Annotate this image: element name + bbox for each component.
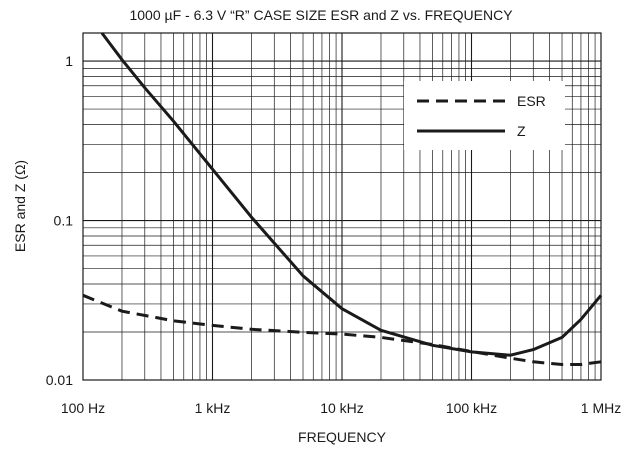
x-tick-label: 10 kHz <box>320 400 364 416</box>
x-tick-label: 100 Hz <box>61 400 105 416</box>
series-line-z <box>100 32 603 357</box>
legend-box <box>404 81 565 150</box>
y-tick-label: 0.1 <box>54 213 74 229</box>
y-axis-label: ESR and Z (Ω) <box>12 160 28 252</box>
x-tick-label: 1 kHz <box>195 400 231 416</box>
y-tick-label: 0.01 <box>46 372 73 388</box>
grid-lines <box>83 33 601 380</box>
plot-frame <box>82 32 602 381</box>
series-layer <box>82 32 603 366</box>
series-line-esr <box>82 293 602 366</box>
legend-label-z: Z <box>517 123 526 139</box>
x-tick-label: 100 kHz <box>446 400 497 416</box>
x-axis-label: FREQUENCY <box>298 429 387 445</box>
legend: ESR Z <box>404 81 565 150</box>
y-tick-label: 1 <box>65 53 73 69</box>
y-axis-ticks: 0.01 0.1 1 <box>46 53 73 388</box>
x-tick-label: 1 MHz <box>581 400 621 416</box>
x-axis-ticks: 100 Hz 1 kHz 10 kHz 100 kHz 1 MHz <box>61 400 621 416</box>
chart-title: 1000 µF - 6.3 V “R” CASE SIZE ESR and Z … <box>129 7 513 23</box>
legend-label-esr: ESR <box>517 93 546 109</box>
